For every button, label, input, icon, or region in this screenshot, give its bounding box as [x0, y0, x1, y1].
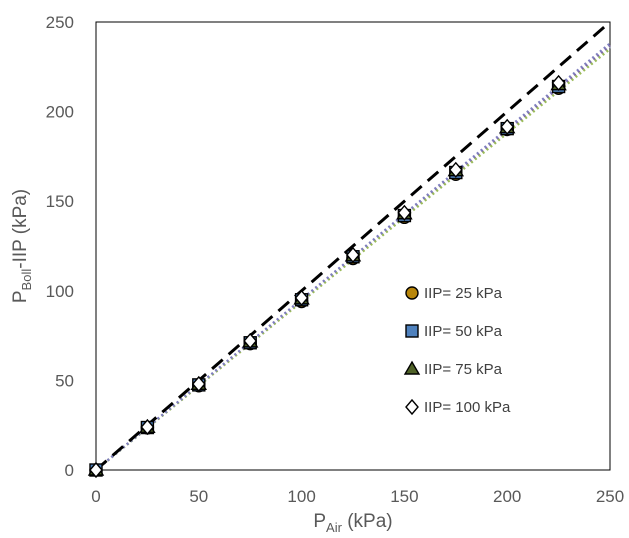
y-tick-label: 100 [46, 282, 74, 301]
y-tick-label: 150 [46, 192, 74, 211]
point-series-4 [500, 118, 515, 135]
legend-label-series-3: IIP= 75 kPa [424, 361, 503, 378]
x-tick-labels: 0 50 100 150 200 250 [91, 487, 624, 506]
legend-marker-series-1 [405, 286, 419, 300]
point-series-4 [294, 289, 309, 307]
x-tick-label: 0 [91, 487, 100, 506]
legend-label-series-2: IIP= 50 kPa [424, 323, 503, 340]
x-tick-label: 200 [493, 487, 521, 506]
point-series-4 [346, 246, 360, 264]
x-tick-label: 50 [189, 487, 208, 506]
y-tick-label: 250 [46, 13, 74, 32]
data-markers [87, 74, 567, 479]
point-series-4 [191, 375, 206, 393]
legend-label-series-1: IIP= 25 kPa [424, 285, 503, 302]
y-tick-label: 200 [46, 103, 74, 122]
legend: IIP= 25 kPa IIP= 50 kPa IIP= 75 kPa IIP= 10… [403, 285, 511, 416]
point-series-4 [140, 418, 155, 436]
reference-line-1-to-1 [95, 20, 611, 472]
y-tick-label: 0 [65, 461, 74, 480]
legend-label-series-4: IIP= 100 kPa [424, 399, 511, 416]
point-series-4 [243, 332, 258, 350]
legend-marker-series-4 [405, 398, 419, 416]
trend-line-series-4 [95, 42, 611, 471]
point-series-4 [448, 161, 463, 178]
y-axis-title: PBoll-IIP (kPa) [10, 189, 34, 303]
x-tick-label: 150 [390, 487, 418, 506]
point-series-4 [89, 461, 103, 479]
x-tick-label: 100 [287, 487, 315, 506]
trend-lines [95, 42, 611, 471]
legend-marker-series-3 [403, 360, 421, 375]
y-tick-label: 50 [55, 371, 74, 390]
x-tick-label: 250 [596, 487, 624, 506]
y-tick-labels: 0 50 100 150 200 250 [46, 13, 74, 480]
point-series-4 [397, 204, 412, 221]
x-axis-title: PAir (kPa) [313, 511, 392, 535]
legend-marker-series-2 [405, 324, 419, 338]
point-series-4 [551, 74, 566, 92]
